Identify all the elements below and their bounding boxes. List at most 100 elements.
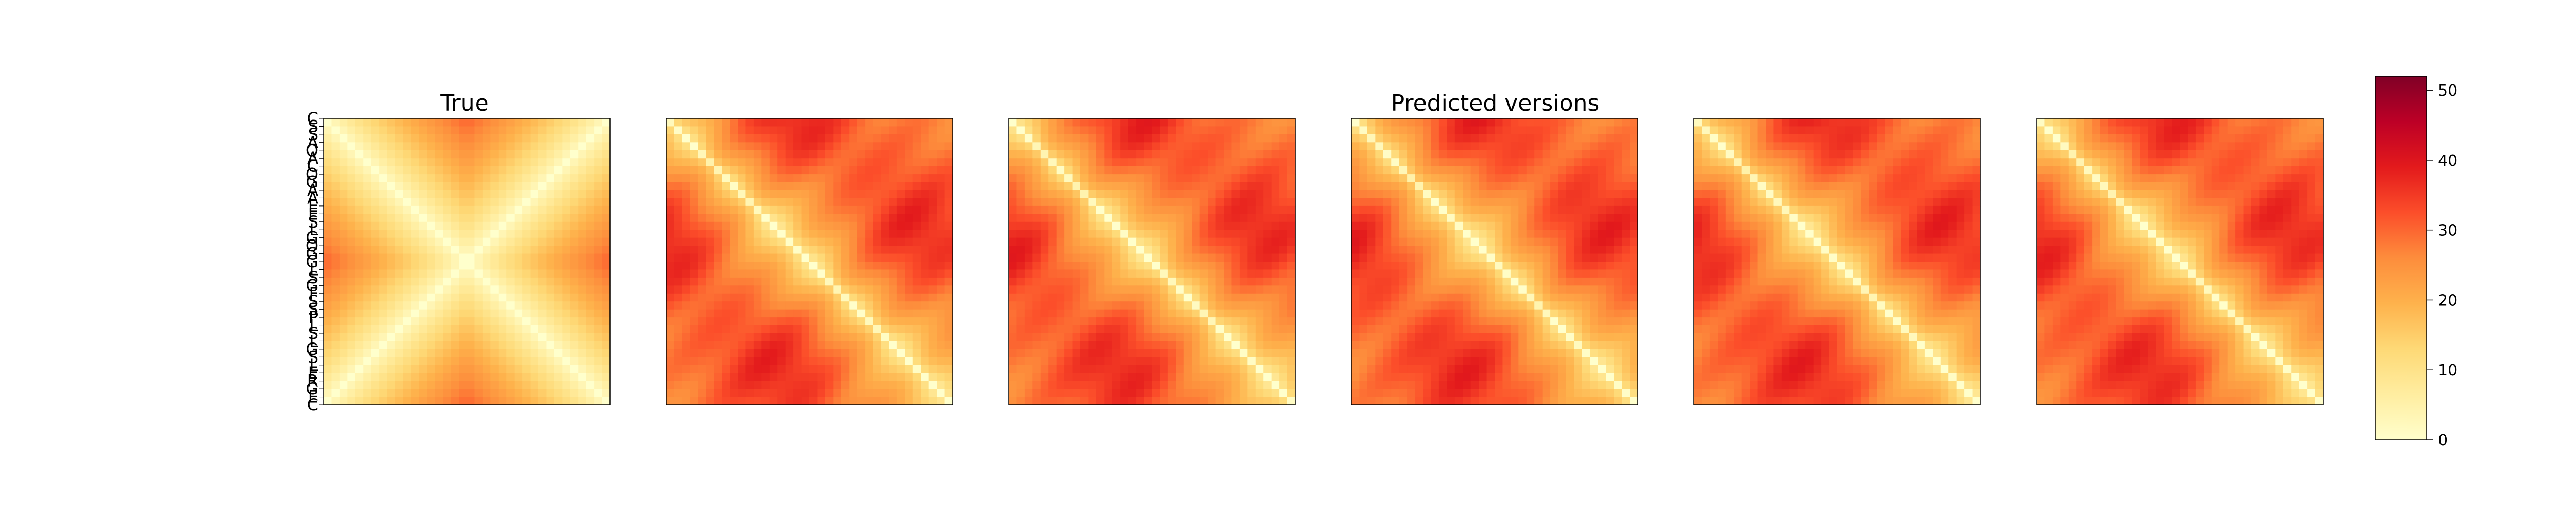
heatmap-cell [1463, 317, 1471, 326]
heatmap-cell [331, 349, 340, 357]
heatmap-cell [1510, 253, 1519, 262]
heatmap-cell [833, 253, 842, 262]
heatmap-cell [1574, 309, 1583, 318]
heatmap-cell [706, 150, 715, 159]
heatmap-cell [1598, 166, 1606, 175]
heatmap-cell [1287, 309, 1296, 318]
heatmap-cell [1009, 205, 1018, 214]
heatmap-cell [761, 357, 770, 366]
heatmap-cell [801, 150, 810, 159]
heatmap-cell [1032, 190, 1041, 199]
heatmap-cell [554, 134, 563, 143]
heatmap-cell [730, 293, 738, 302]
heatmap-cell [1359, 262, 1368, 270]
heatmap-cell [1040, 150, 1049, 159]
heatmap-cell [379, 150, 388, 159]
heatmap-cell [1614, 246, 1622, 254]
heatmap-cell [490, 230, 499, 238]
heatmap-cell [1598, 293, 1606, 302]
heatmap-cell [881, 285, 890, 294]
heatmap-cell [1399, 357, 1408, 366]
heatmap-cell [722, 253, 731, 262]
heatmap-cell [570, 397, 579, 405]
heatmap-cell [1590, 285, 1599, 294]
heatmap-cell [857, 333, 866, 342]
heatmap-cell [570, 262, 579, 270]
heatmap-cell [928, 166, 937, 175]
heatmap-cell [865, 325, 874, 334]
heatmap-cell [738, 237, 747, 246]
heatmap-cell [1024, 190, 1033, 199]
heatmap-cell [1199, 158, 1208, 167]
heatmap-cell [506, 126, 515, 135]
heatmap-cell [722, 397, 731, 405]
heatmap-cell [785, 262, 794, 270]
heatmap-cell [905, 293, 913, 302]
heatmap-cell [841, 357, 850, 366]
heatmap-cell [761, 293, 770, 302]
heatmap-cell [1375, 341, 1384, 350]
heatmap-cell [1566, 166, 1575, 175]
heatmap-cell [777, 285, 786, 294]
heatmap-cell [921, 373, 929, 382]
heatmap-cell [1542, 142, 1551, 151]
heatmap-cell [586, 262, 595, 270]
heatmap-cell [403, 221, 412, 230]
heatmap-cell [1199, 182, 1208, 191]
heatmap-cell [395, 277, 404, 286]
heatmap-cell [1167, 237, 1176, 246]
heatmap-cell [490, 237, 499, 246]
heatmap-cell [1566, 325, 1575, 334]
heatmap-cell [1239, 166, 1248, 175]
heatmap-cell [1447, 262, 1455, 270]
heatmap-cell [777, 301, 786, 310]
heatmap-cell [1271, 126, 1280, 135]
heatmap-cell [1518, 325, 1527, 334]
heatmap-cell [371, 214, 380, 222]
heatmap-cell [530, 277, 539, 286]
heatmap-cell [1399, 301, 1408, 310]
heatmap-cell [1160, 118, 1168, 127]
heatmap-cell [387, 174, 396, 183]
heatmap-cell [1072, 221, 1081, 230]
heatmap-cell [1526, 182, 1535, 191]
heatmap-cell [1495, 246, 1503, 254]
heatmap-cell [1630, 198, 1638, 207]
heatmap-cell [498, 221, 507, 230]
heatmap-cell [793, 158, 802, 167]
heatmap-cell [578, 190, 587, 199]
heatmap-cell [928, 237, 937, 246]
heatmap-cell [443, 357, 451, 366]
heatmap-cell [1263, 205, 1272, 214]
heatmap-cell [761, 221, 770, 230]
heatmap-cell [1271, 285, 1280, 294]
heatmap-cell [387, 214, 396, 222]
heatmap-cell [793, 198, 802, 207]
heatmap-cell [1255, 389, 1264, 398]
heatmap-cell [698, 205, 706, 214]
heatmap-cell [530, 182, 539, 191]
heatmap-cell [730, 253, 738, 262]
heatmap-cell [1120, 262, 1129, 270]
heatmap-cell [1383, 221, 1392, 230]
heatmap-cell [690, 174, 699, 183]
heatmap-cell [427, 262, 435, 270]
heatmap-cell [769, 373, 778, 382]
heatmap-cell [1622, 214, 1631, 222]
heatmap-cell [777, 205, 786, 214]
heatmap-cell [324, 237, 332, 246]
heatmap-cell [1032, 317, 1041, 326]
heatmap-cell [912, 118, 921, 127]
heatmap-cell [1614, 301, 1622, 310]
heatmap-cell [682, 182, 690, 191]
heatmap-cell [1614, 221, 1622, 230]
heatmap-cell [1447, 237, 1455, 246]
heatmap-cell [1279, 166, 1288, 175]
heatmap-cell [331, 317, 340, 326]
heatmap-cell [1479, 126, 1487, 135]
heatmap-cell [1590, 126, 1599, 135]
heatmap-cell [1463, 182, 1471, 191]
heatmap-cell [1431, 325, 1439, 334]
heatmap-cell [1112, 301, 1121, 310]
heatmap-cell [1614, 269, 1622, 278]
